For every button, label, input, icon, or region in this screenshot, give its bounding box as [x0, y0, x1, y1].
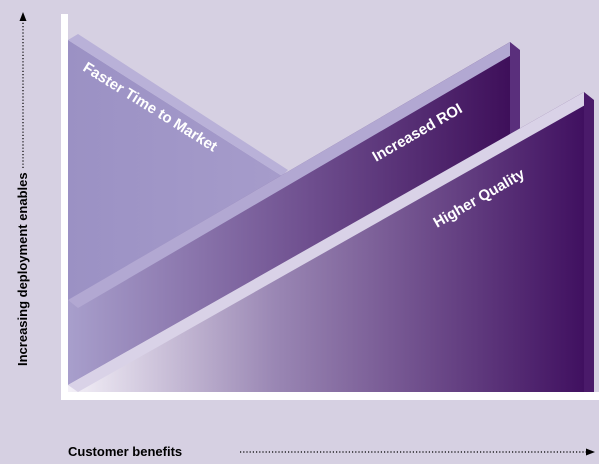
wedge-quality-bevel-side [584, 92, 594, 392]
x-axis-line [61, 392, 599, 400]
x-axis-label-group: Customer benefits [68, 444, 595, 459]
y-axis-line [61, 14, 68, 400]
y-axis-label: Increasing deployment enables [15, 172, 30, 366]
wedge-roi-bevel-top [68, 42, 520, 308]
y-axis-arrowhead-icon [19, 12, 27, 21]
x-axis-label: Customer benefits [68, 444, 182, 459]
y-axis-label-group: Increasing deployment enables [15, 12, 30, 366]
wedge-faster-bevel [68, 34, 288, 176]
wedge-quality-bevel-top [68, 92, 594, 392]
x-axis-arrowhead-icon [586, 448, 595, 456]
